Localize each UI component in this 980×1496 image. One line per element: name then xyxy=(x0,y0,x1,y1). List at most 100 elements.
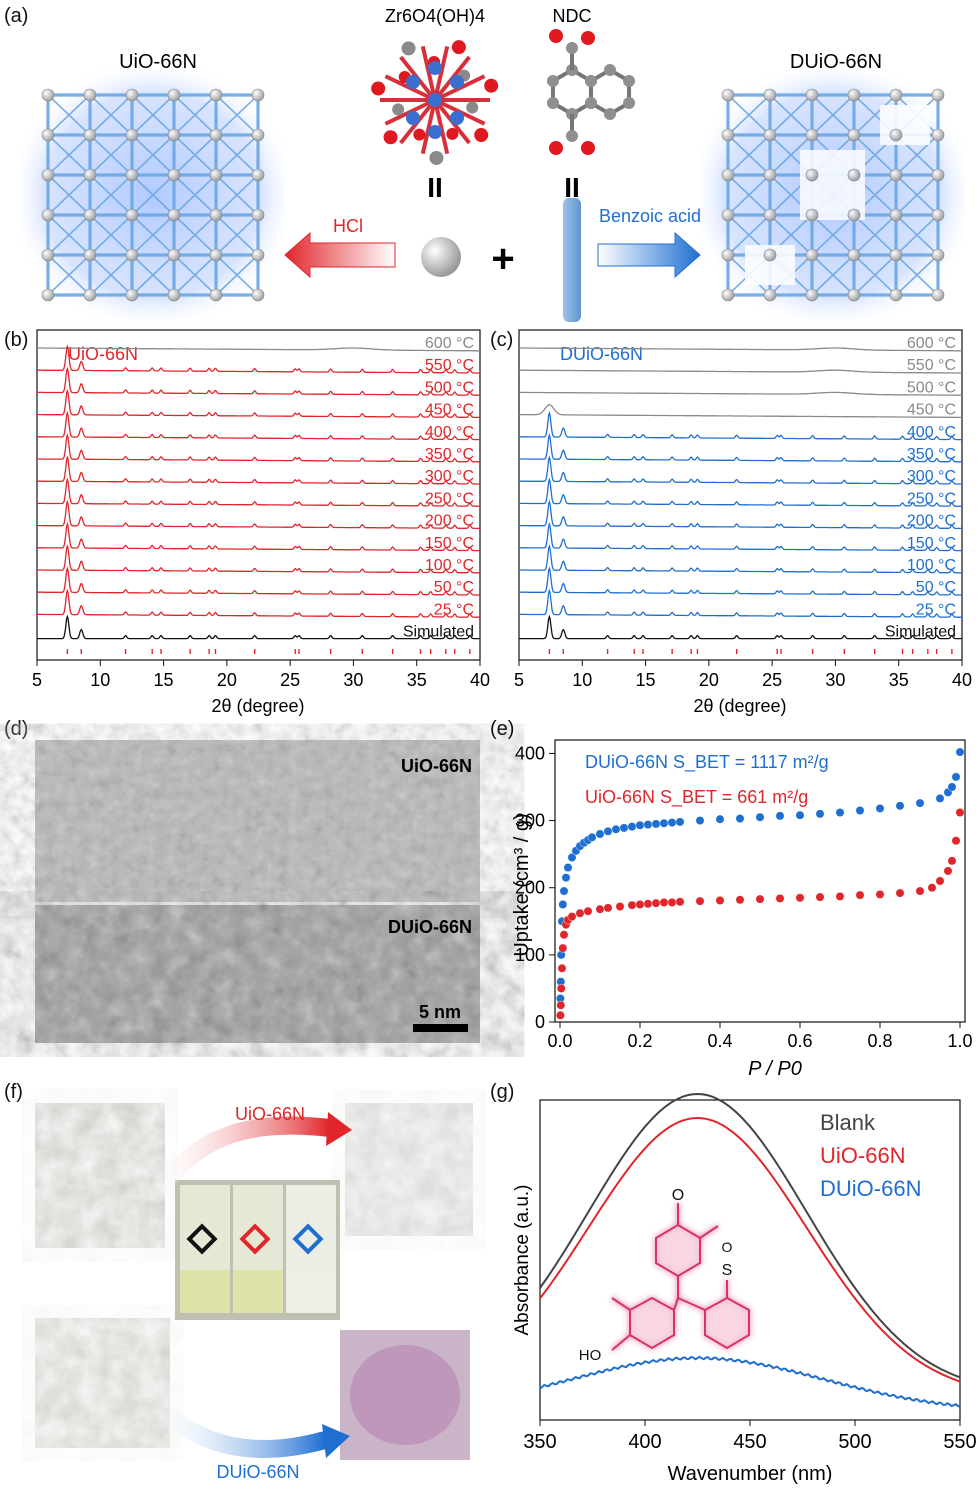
isotherm-legend-uio: UiO-66N S_BET = 661 m²/g xyxy=(585,787,808,808)
isotherm-point-duio xyxy=(915,798,925,808)
benzoic-label: Benzoic acid xyxy=(599,206,701,226)
isotherm-xtick: 0.2 xyxy=(627,1031,652,1051)
isotherm-point-duio xyxy=(675,817,685,827)
isotherm-point-duio xyxy=(627,822,637,832)
xrd-b-series-label: 100 °C xyxy=(425,557,474,574)
xrd-b-series-label: 250 °C xyxy=(425,490,474,507)
isotherm-point-duio xyxy=(587,832,597,842)
isotherm-point-uio xyxy=(927,883,937,893)
tem-image-uio66n xyxy=(35,740,480,902)
isotherm-frame xyxy=(554,739,966,1023)
xrd-b-title: UiO-66N xyxy=(68,344,138,364)
uvvis-plot: 350 400 450 500 550 xyxy=(523,1092,977,1453)
isotherm-point-duio xyxy=(895,801,905,811)
isotherm-point-duio xyxy=(855,806,865,815)
uvvis-curve xyxy=(539,1092,961,1379)
xrd-b-trace xyxy=(37,433,480,463)
xrd-b-xtick: 15 xyxy=(154,670,174,690)
uvvis-xtick: 450 xyxy=(733,1431,766,1453)
xrd-c-trace xyxy=(519,477,962,507)
duio66n-label: DUiO-66N xyxy=(790,51,882,73)
xrd-b-series-label: 450 °C xyxy=(425,402,474,419)
xrd-b-xtick: 10 xyxy=(90,670,110,690)
xrd-c-series-label: 25 °C xyxy=(916,601,956,618)
panel-a: (a) UiO-66N DUiO-66N Zr6O4(OH)4 II NDC I… xyxy=(4,5,965,322)
panel-e: (e) 0.0 0.2 0.4 0.6 0.8 1.0 0 100 200 300 400 Upta… xyxy=(490,718,973,1080)
isotherm-point-uio xyxy=(659,898,669,907)
isotherm-ylabel: Uptake (cm³ / g) xyxy=(511,813,533,956)
blue-diamond-icon xyxy=(292,1223,324,1255)
uvvis-xtick: 500 xyxy=(838,1431,871,1453)
xrd-b-trace xyxy=(37,388,480,419)
xrd-b-trace xyxy=(37,477,480,507)
xrd-b-trace xyxy=(37,347,480,352)
xrd-b-trace xyxy=(37,521,480,552)
isotherm-point-uio xyxy=(943,866,953,876)
xrd-b-trace xyxy=(37,614,480,640)
isotherm-point-uio xyxy=(935,876,945,886)
isotherm-point-uio xyxy=(815,892,825,902)
powder-photo-bottom-left xyxy=(35,1318,170,1448)
panel-label-e: (e) xyxy=(490,718,514,740)
isotherm-ytick: 300 xyxy=(515,811,545,831)
equals-cluster: II xyxy=(427,172,443,203)
xrd-c-trace xyxy=(519,433,962,463)
isotherm-point-duio xyxy=(603,826,613,836)
xrd-c-trace xyxy=(519,455,962,485)
isotherm-point-duio xyxy=(558,900,568,909)
xrd-b-xtick: 35 xyxy=(407,670,427,690)
xrd-b-xlabel: 2θ (degree) xyxy=(211,696,304,716)
isotherm-point-duio xyxy=(563,863,573,872)
panel-label-a: (a) xyxy=(4,5,28,27)
xrd-c-series-label: 500 °C xyxy=(907,379,956,396)
sphere-node-icon xyxy=(421,237,461,277)
isotherm-ytick: 100 xyxy=(515,945,545,965)
powder-photo-top-right xyxy=(345,1103,473,1236)
uvvis-ylabel: Absorbance (a.u.) xyxy=(512,1184,533,1335)
rod-linker-icon xyxy=(563,198,581,322)
uvvis-legend-duio: DUiO-66N xyxy=(820,1176,921,1201)
isotherm-point-duio xyxy=(567,853,577,862)
isotherm-point-duio xyxy=(795,810,805,820)
isotherm-ytick: 400 xyxy=(515,743,545,763)
isotherm-point-uio xyxy=(755,894,765,904)
scale-bar xyxy=(413,1024,468,1032)
isotherm-point-duio xyxy=(559,886,569,896)
isotherm-point-uio xyxy=(556,1010,565,1020)
xrd-c-trace xyxy=(519,614,962,640)
panel-label-f: (f) xyxy=(4,1081,23,1103)
xrd-c-trace xyxy=(519,521,962,552)
xrd-c-series-label: 200 °C xyxy=(907,513,956,530)
xrd-b-series-label: 50 °C xyxy=(434,579,474,596)
isotherm-point-duio xyxy=(651,819,661,829)
xrd-b-series-label: 300 °C xyxy=(425,468,474,485)
uio66n-framework-illustration xyxy=(20,70,285,320)
xrd-c-xtick: 35 xyxy=(889,670,909,690)
xrd-b-trace xyxy=(37,566,480,596)
xrd-b-series-label: 150 °C xyxy=(425,535,474,552)
xrd-b-series-label: 400 °C xyxy=(425,424,474,441)
xrd-c-series-label: 600 °C xyxy=(907,335,956,352)
isotherm-point-uio xyxy=(775,894,785,903)
xrd-b-series-label: 200 °C xyxy=(425,513,474,530)
xrd-b-trace xyxy=(37,499,480,530)
xrd-b-trace xyxy=(37,344,480,374)
isotherm-ytick: 200 xyxy=(515,878,545,898)
xrd-c-series-label: 350 °C xyxy=(907,446,956,463)
xrd-b-xtick: 20 xyxy=(217,670,237,690)
isotherm-point-duio xyxy=(643,820,653,829)
tem-bottom-label: DUiO-66N xyxy=(388,917,472,937)
isotherm-xtick: 0.6 xyxy=(787,1031,812,1051)
xrd-c-trace xyxy=(519,499,962,530)
xrd-c-series-label: 150 °C xyxy=(907,535,956,552)
f-top-label: UiO-66N xyxy=(235,1104,305,1124)
molecule-sulfur: S xyxy=(722,1262,733,1279)
xrd-c-xtick: 30 xyxy=(825,670,845,690)
isotherm-point-uio xyxy=(595,904,605,914)
xrd-b-trace xyxy=(37,544,480,574)
uvvis-xtick: 350 xyxy=(523,1431,556,1453)
panel-g: (g) 350 400 450 500 550 Absorbance (a.u.) Wa… xyxy=(490,1081,977,1485)
